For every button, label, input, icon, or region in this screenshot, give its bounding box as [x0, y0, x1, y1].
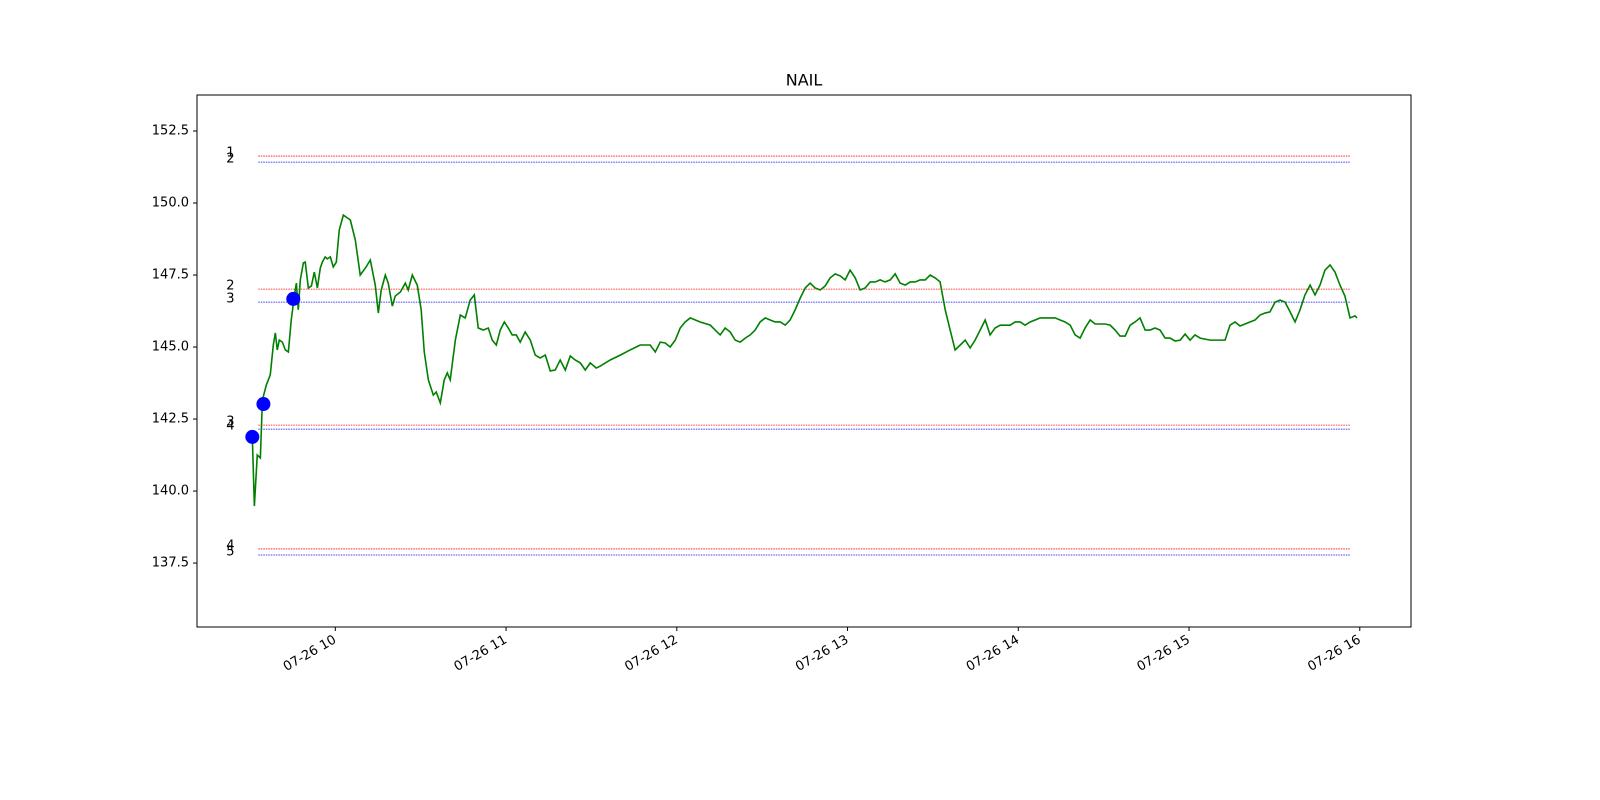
- x-tick-label: 07-26 15: [1135, 633, 1193, 675]
- y-tick-label: 142.5: [152, 412, 189, 427]
- y-tick-label: 137.5: [152, 556, 189, 571]
- level-label: 3: [226, 292, 234, 307]
- level-label: 2: [226, 152, 234, 167]
- x-tick-label: 07-26 10: [281, 633, 339, 675]
- x-tick-label: 07-26 16: [1305, 633, 1363, 675]
- x-tick-label: 07-26 14: [964, 633, 1022, 675]
- x-tick-label: 07-26 13: [793, 633, 851, 675]
- x-tick-label: 07-26 11: [452, 633, 510, 675]
- plot-frame: [196, 94, 1412, 628]
- level-label: 2: [226, 279, 234, 294]
- point-marker: [245, 429, 260, 444]
- chart-title: NAIL: [786, 71, 823, 90]
- y-tick-label: 145.0: [152, 340, 189, 355]
- level-label: 1: [226, 146, 234, 161]
- y-tick-label: 147.5: [152, 268, 189, 283]
- level-label: 4: [226, 419, 234, 434]
- y-tick-label: 150.0: [152, 196, 189, 211]
- level-label: 3: [226, 415, 234, 430]
- y-tick-label: 152.5: [152, 124, 189, 139]
- y-tick-label: 140.0: [152, 484, 189, 499]
- x-tick-label: 07-26 12: [622, 633, 680, 675]
- point-marker: [286, 291, 301, 306]
- point-marker: [256, 397, 271, 412]
- price-line: [251, 213, 1358, 507]
- level-label: 4: [226, 538, 234, 553]
- level-label: 5: [226, 544, 234, 559]
